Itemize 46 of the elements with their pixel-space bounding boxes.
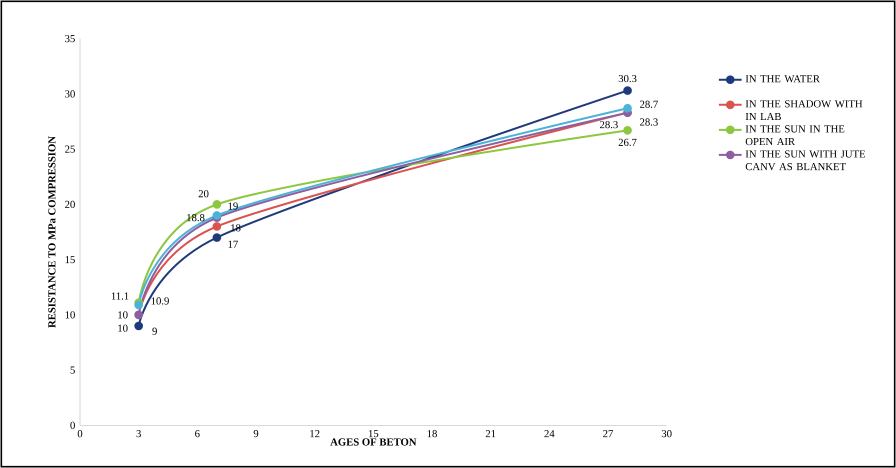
data-label: 30.3 [618,74,636,82]
y-tick-label: 30 [65,90,75,98]
point [623,126,632,135]
x-axis-title: AGES OF BETON [330,438,416,446]
point [212,222,222,231]
data-label: 11.1 [112,292,128,300]
x-tick-label: 30 [662,430,672,438]
data-label: 20 [198,190,208,198]
data-label: 28.3 [640,118,658,126]
y-tick-label: 35 [65,35,75,42]
x-tick-label: 12 [310,430,320,438]
data-label: 26.7 [618,138,637,146]
y-tick-label: 25 [65,146,75,153]
y-tick-label: 5 [70,366,75,374]
y-tick-label: 0 [70,422,75,429]
x-tick-label: 24 [544,430,555,438]
point [212,233,222,242]
x-tick-label: 9 [254,430,258,438]
legend-label: IN THE SHADOW WITH IN LAB [746,100,862,120]
y-tick-label: 15 [66,256,75,264]
legend-label: IN THE SUN WITH JUTE CANV AS BLANKET [746,150,866,170]
x-tick-label: 3 [136,430,141,438]
point [623,104,632,113]
data-label: 28.3 [600,121,618,128]
x-tick-label: 6 [195,430,200,438]
y-axis-title: RESISTANCE TO MPa COMPRESSION [48,136,56,328]
point [134,300,144,310]
data-label: 10 [118,311,128,318]
data-label: 28.7 [640,100,658,108]
y-tick-label: 10 [66,311,75,318]
legend-label: IN THE SUN IN THE OPEN AIR [746,125,844,146]
point [623,86,632,95]
y-tick-label: 20 [65,200,75,208]
x-tick-label: 21 [486,430,496,438]
data-label: 19 [228,202,238,210]
x-tick-label: 27 [603,430,614,438]
data-label: 9 [152,328,157,335]
data-label: 10.9 [152,297,169,305]
point [212,200,222,209]
x-tick-label: 15 [368,430,378,438]
x-tick-label: 18 [428,430,437,438]
point [134,322,144,330]
x-tick-label: 0 [78,430,82,438]
legend-label: IN THE WATER [746,75,820,82]
data-label: 17 [228,240,238,248]
data-label: 10 [118,324,128,332]
